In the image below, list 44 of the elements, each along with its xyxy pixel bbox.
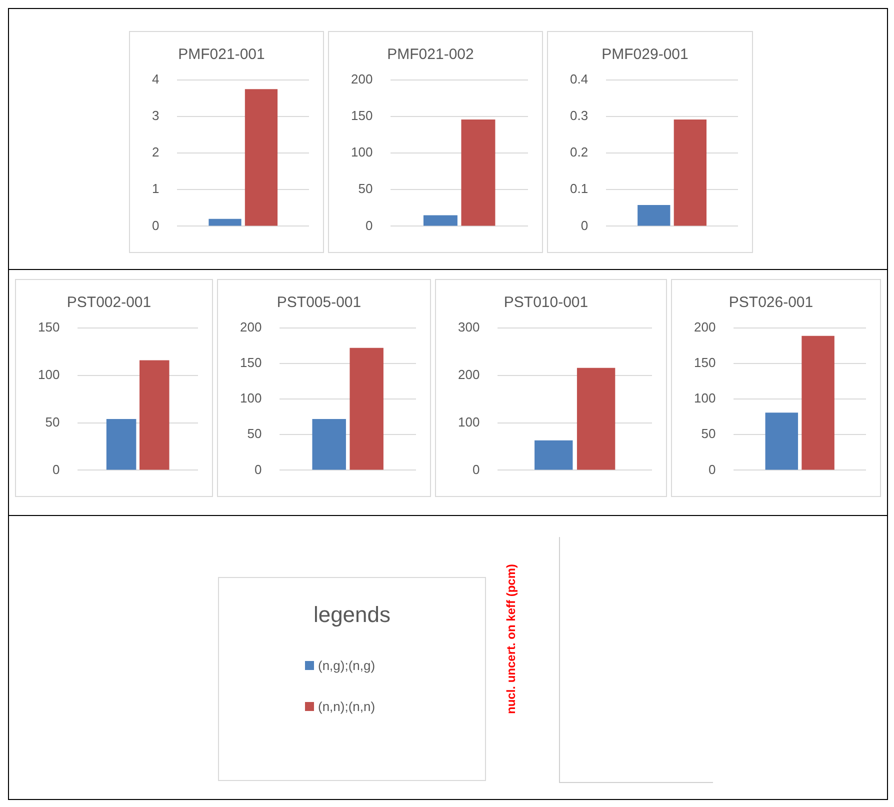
y-tick-label: 150 — [350, 108, 373, 124]
y-tick-label: 0 — [52, 462, 60, 477]
y-tick-label: 3 — [152, 108, 160, 124]
chart-title: PMF021-002 — [387, 46, 474, 64]
text: nucl. uncert. on keff (pcm) — [504, 564, 518, 714]
y-tick-label: 100 — [240, 390, 262, 406]
legend-label: (n,n);(n,n) — [318, 699, 376, 714]
y-tick-label: 50 — [247, 426, 262, 442]
chart-title: PMF021-001 — [178, 46, 265, 64]
y-tick-label: 100 — [350, 144, 373, 160]
y-tick-label: 200 — [240, 320, 262, 335]
y-tick-label: 0 — [254, 462, 262, 477]
legend-label: (n,g);(n,g) — [318, 658, 376, 673]
y-tick-label: 1 — [152, 181, 160, 196]
y-tick-label: 0.4 — [570, 72, 588, 87]
y-tick-label: 300 — [458, 320, 480, 335]
chart-title: PST005-001 — [276, 294, 362, 312]
y-tick-label: 0 — [152, 218, 160, 233]
chart-title: PMF029-001 — [602, 46, 688, 64]
y-tick-label: 0.2 — [570, 144, 588, 160]
y-tick-label: 0 — [472, 462, 480, 477]
y-tick-label: 200 — [458, 366, 480, 382]
y-tick-label: 50 — [701, 426, 716, 442]
y-tick-label: 2 — [152, 144, 160, 160]
y-tick-label: 150 — [694, 355, 716, 370]
y-tick-label: 150 — [240, 355, 262, 370]
text: legends — [312, 602, 392, 628]
y-tick-label: 4 — [152, 72, 160, 87]
y-tick-label: 100 — [458, 414, 480, 430]
y-tick-label: 0.3 — [570, 108, 588, 124]
chart-title: PST010-001 — [504, 294, 588, 312]
y-tick-label: 200 — [694, 320, 716, 335]
y-tick-label: 0 — [365, 218, 373, 233]
y-tick-label: 50 — [45, 414, 60, 430]
y-tick-label: 100 — [694, 390, 716, 406]
chart-title: PST026-001 — [728, 294, 814, 312]
y-tick-label: 100 — [38, 366, 60, 382]
y-tick-label: 50 — [358, 181, 373, 196]
y-tick-label: 150 — [38, 320, 60, 335]
y-tick-label: 0 — [580, 218, 588, 233]
y-tick-label: 0 — [708, 462, 716, 477]
y-tick-label: 0.1 — [570, 181, 588, 196]
chart-title: PST002-001 — [66, 294, 152, 312]
y-tick-label: 200 — [350, 72, 373, 87]
